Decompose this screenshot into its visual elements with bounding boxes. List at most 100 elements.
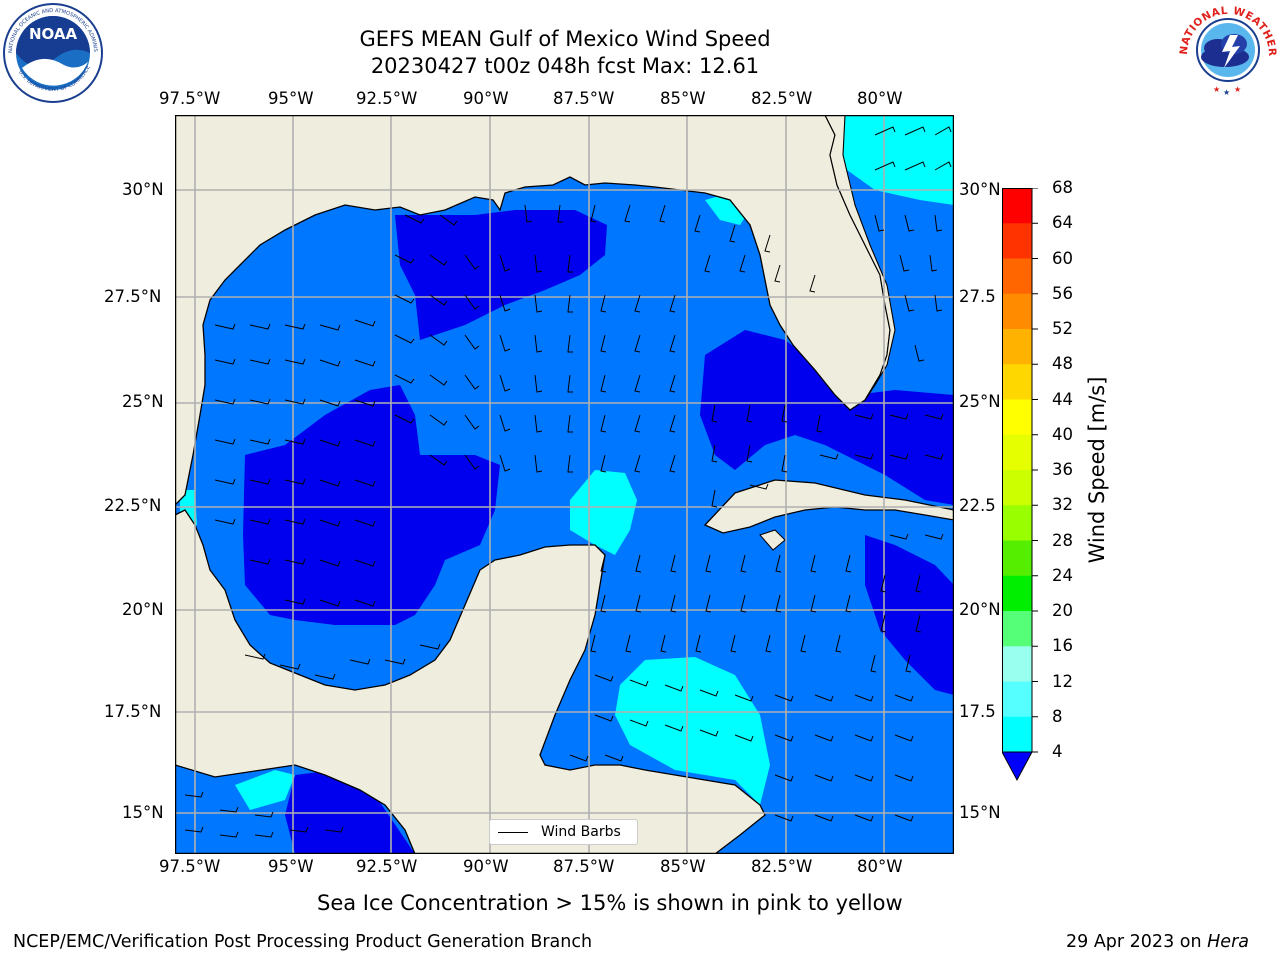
colorbar-tick-label: 36 [1052, 460, 1073, 479]
lon-label-bottom: 95°W [268, 857, 314, 876]
colorbar-tick-label: 8 [1052, 706, 1063, 726]
colorbar-band [1002, 434, 1032, 471]
lon-label-top: 85°W [660, 89, 706, 108]
lat-label-left: 25°N [122, 392, 164, 411]
lon-label-top: 82.5°W [751, 89, 813, 108]
lat-label-right: 15°N [959, 803, 1001, 822]
lat-label-right: 30°N [959, 180, 1001, 199]
calm-area-north [395, 210, 607, 340]
lat-label-left: 27.5°N [104, 287, 162, 306]
lat-label-right: 27.5 [959, 287, 996, 306]
svg-text:★: ★ [1213, 85, 1220, 94]
lat-label-left: 30°N [122, 180, 164, 199]
svg-text:★: ★ [1223, 88, 1230, 97]
colorbar-segments [1002, 188, 1032, 753]
nws-logo: NATIONAL WEATHER SERVICE ★ ★ ★ [1174, 0, 1278, 100]
lat-label-left: 17.5°N [104, 702, 162, 721]
lon-label-top: 92.5°W [356, 89, 418, 108]
colorbar-tick-label: 24 [1052, 565, 1073, 585]
calm-area-central-west [243, 385, 500, 625]
colorbar-band [1002, 399, 1032, 436]
colorbar-band [1002, 611, 1032, 647]
noaa-logo: NOAA NATIONAL OCEANIC AND ATMOSPHERIC AD… [0, 0, 104, 104]
colorbar-extend-triangle [1001, 751, 1033, 782]
colorbar-tick-label: 68 [1052, 178, 1073, 197]
colorbar-label: Wind Speed [m/s] [1085, 376, 1109, 564]
lat-label-right: 20°N [959, 600, 1001, 619]
map-legend: Wind Barbs [489, 819, 638, 845]
lon-label-bottom: 85°W [660, 857, 706, 876]
colorbar-tick-label: 40 [1052, 424, 1073, 444]
land-isla-juventud [759, 529, 786, 551]
lon-label-bottom: 97.5°W [159, 857, 221, 876]
lon-label-bottom: 82.5°W [751, 857, 813, 876]
lon-label-top: 97.5°W [159, 89, 221, 108]
colorbar-tick-label: 12 [1052, 671, 1073, 691]
colorbar-tick-label: 20 [1052, 601, 1073, 620]
colorbar-tick-label: 60 [1052, 248, 1073, 268]
colorbar-svg [1001, 187, 1038, 782]
colorbar-tick-label: 64 [1052, 213, 1073, 233]
map-gridlines [175, 115, 954, 854]
footer-right: 29 Apr 2023 on Hera [1066, 932, 1249, 952]
colorbar-band [1002, 716, 1032, 753]
sea-ice-caption: Sea Ice Concentration > 15% is shown in … [317, 891, 903, 915]
svg-text:NOAA: NOAA [29, 25, 78, 43]
colorbar [1001, 187, 1092, 788]
calm-area-florida-keys [700, 330, 954, 505]
colorbar-tick-label: 56 [1052, 283, 1073, 303]
footer-host: Hera [1207, 932, 1249, 952]
lat-label-right: 17.5 [959, 702, 996, 721]
lon-label-bottom: 87.5°W [553, 857, 615, 876]
colorbar-tick-label: 52 [1052, 319, 1073, 338]
colorbar-band [1002, 258, 1032, 295]
colorbar-band [1002, 470, 1032, 506]
colorbar-tick-label: 16 [1052, 636, 1073, 656]
lon-label-top: 80°W [857, 89, 903, 108]
calm-area-east-caribbean [865, 535, 954, 695]
lon-label-top: 95°W [268, 89, 314, 108]
land-mexico [175, 509, 766, 854]
cyan-area-caribbean [615, 657, 770, 805]
lat-label-left: 20°N [122, 600, 164, 619]
colorbar-band [1002, 646, 1032, 682]
lat-label-right: 25°N [959, 392, 1001, 411]
legend-label: Wind Barbs [541, 824, 621, 840]
cyan-area-ne [840, 115, 954, 205]
colorbar-ticks [1032, 187, 1038, 753]
colorbar-band [1002, 223, 1032, 259]
colorbar-tick-label: 44 [1052, 389, 1073, 409]
plot-title-line1: GEFS MEAN Gulf of Mexico Wind Speed [359, 27, 771, 51]
cyan-area-sw-pacific [235, 770, 295, 810]
footer-left: NCEP/EMC/Verification Post Processing Pr… [13, 932, 593, 952]
lon-label-top: 90°W [463, 89, 509, 108]
lon-label-bottom: 92.5°W [356, 857, 418, 876]
colorbar-band [1002, 681, 1032, 718]
lon-label-top: 87.5°W [553, 89, 615, 108]
footer-date: 29 Apr 2023 on [1066, 932, 1208, 952]
wind-speed-map[interactable]: Wind Barbs [174, 114, 955, 855]
plot-title-line2: 20230427 t00z 048h fcst Max: 12.61 [370, 54, 760, 78]
land-florida-east [824, 115, 896, 401]
lat-label-right: 22.5 [959, 496, 996, 515]
colorbar-band [1002, 364, 1032, 400]
svg-text:★: ★ [1234, 85, 1241, 94]
colorbar-band [1002, 188, 1032, 224]
colorbar-tick-label: 28 [1052, 530, 1073, 550]
lon-label-bottom: 90°W [463, 857, 509, 876]
lat-label-left: 15°N [122, 803, 164, 822]
colorbar-band [1002, 575, 1032, 612]
lon-label-bottom: 80°W [857, 857, 903, 876]
colorbar-band [1002, 540, 1032, 577]
calm-area-sw-corner [285, 770, 415, 854]
lat-label-left: 22.5°N [104, 496, 162, 515]
legend-line-sample [498, 832, 528, 833]
colorbar-band [1002, 293, 1032, 330]
cyan-area-yucatan-channel [570, 470, 637, 555]
colorbar-band [1002, 329, 1032, 365]
wind-barbs [184, 126, 952, 838]
colorbar-band [1002, 505, 1032, 541]
colorbar-tick-label: 32 [1052, 495, 1073, 515]
colorbar-tick-label: 4 [1052, 742, 1063, 761]
colorbar-tick-label: 48 [1052, 354, 1073, 374]
